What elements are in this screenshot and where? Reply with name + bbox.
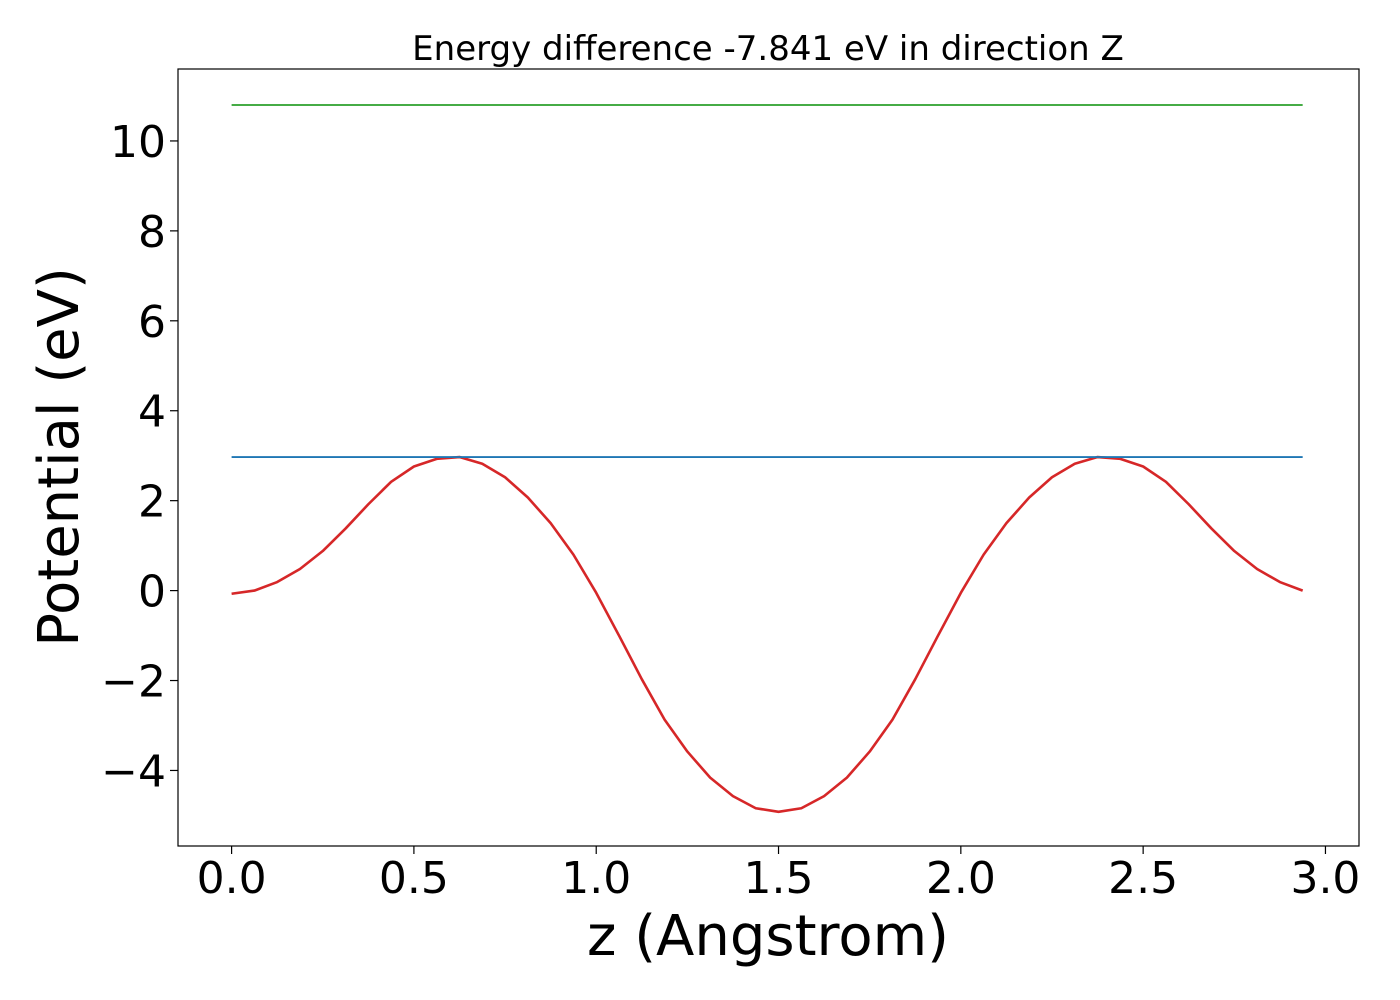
y-tick-label: 8	[138, 207, 166, 258]
y-tick-label: −2	[101, 657, 166, 708]
x-tick-label: 2.5	[1108, 853, 1178, 904]
x-tick-label: 1.0	[561, 853, 631, 904]
x-tick-label: 0.0	[197, 853, 267, 904]
series-layer	[231, 104, 1304, 814]
x-axis: 0.0 0.5 1.0 1.5 2.0 2.5 3.0	[197, 846, 1360, 904]
y-tick-label: 2	[138, 477, 166, 528]
plot-frame	[177, 68, 1360, 847]
y-tick-label: 6	[138, 297, 166, 348]
y-tick-label: 10	[110, 117, 166, 168]
y-axis: −4 −2 0 2 4 6 8 10	[101, 117, 178, 797]
y-axis-title: Potential (eV)	[27, 267, 92, 647]
x-tick-label: 2.0	[926, 853, 996, 904]
chart-title: Energy difference -7.841 eV in direction…	[412, 29, 1124, 69]
x-tick-label: 1.5	[744, 853, 814, 904]
y-tick-label: −4	[101, 746, 166, 797]
x-tick-label: 3.0	[1290, 853, 1360, 904]
x-axis-title: z (Angstrom)	[587, 904, 949, 969]
series-line-1	[231, 455, 1304, 814]
y-tick-label: 4	[138, 387, 166, 438]
x-tick-label: 0.5	[379, 853, 449, 904]
y-tick-label: 0	[138, 567, 166, 618]
